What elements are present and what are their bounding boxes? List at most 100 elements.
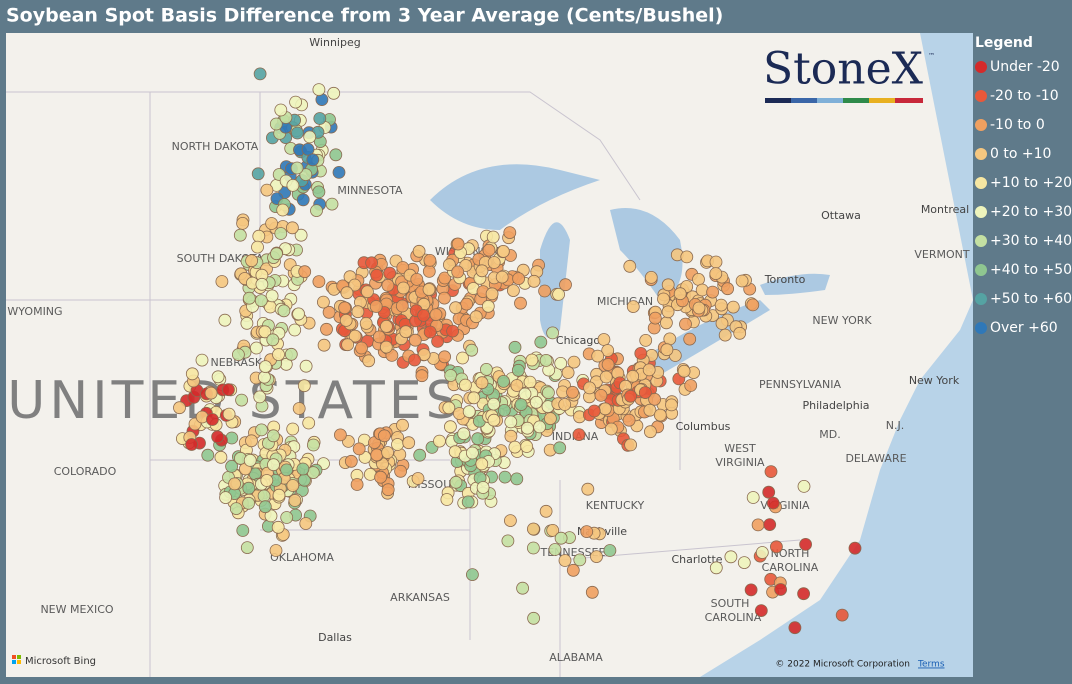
basis-dot [333,428,347,442]
basis-dot [423,325,437,339]
basis-dot [290,126,304,140]
basis-dot [529,395,543,409]
basis-dot [348,329,362,343]
basis-dot [269,117,283,131]
basis-dot [316,295,330,309]
basis-dot [286,479,300,492]
basis-dot [653,408,667,422]
basis-dot [251,240,264,254]
basis-dot [558,554,572,567]
basis-dot [533,420,546,434]
map-label: OKLAHOMA [270,551,334,564]
basis-dot [460,297,474,311]
basis-dot [511,363,525,377]
basis-dot [412,244,426,258]
basis-dot [245,254,259,268]
basis-dot [604,422,618,436]
basis-dot [744,583,758,597]
page-title: Soybean Spot Basis Difference from 3 Yea… [6,5,723,27]
basis-dot [603,544,617,557]
basis-dot [381,483,395,497]
basis-dot [312,83,326,96]
map-label: NEW YORK [812,314,872,327]
basis-dot [754,604,768,617]
basis-dot [544,412,557,426]
basis-dot [695,283,709,297]
basis-dot [626,300,640,314]
basis-dot [546,524,560,537]
legend-label: Over +60 [990,320,1058,336]
basis-dot [508,440,522,454]
map-label: MD. [819,428,840,441]
basis-dot [394,464,408,478]
basis-dot [255,277,269,291]
basis-dot [396,418,409,432]
legend-label: +30 to +40 [990,233,1072,249]
basis-dot [288,494,302,507]
basis-dot [225,459,239,473]
basis-dot [288,323,302,337]
basis-dot [265,217,279,230]
basis-dot [332,165,346,179]
basis-dot [481,299,495,313]
basis-dot [260,474,274,487]
basis-dot [351,305,365,319]
basis-dot [449,301,463,315]
basis-dot [438,271,452,285]
basis-dot [534,335,548,349]
basis-dot [301,142,315,156]
map-label: Dallas [318,631,352,644]
basis-dot [762,485,776,499]
basis-dot [485,287,499,301]
basis-dot [733,326,747,340]
basis-dot [527,611,540,625]
basis-dot [185,438,199,451]
legend-swatch [975,61,987,73]
map-label: NEBRASKA [211,356,270,369]
basis-dot [312,185,326,199]
basis-dot [350,478,364,491]
basis-dot [269,544,283,557]
basis-dot [709,267,723,281]
basis-dot [566,563,580,577]
basis-dot [383,266,397,280]
basis-dot [657,292,670,306]
basis-dot [340,286,354,300]
basis-dot [444,369,458,382]
basis-dot [487,413,501,427]
basis-dot [598,402,612,416]
logo-bar [843,98,869,103]
basis-dot [423,253,437,267]
basis-dot [465,343,479,357]
logo-bar [791,98,817,103]
lake-superior [430,164,600,230]
basis-dot [495,270,509,284]
basis-dot [638,386,652,400]
basis-dot [292,307,306,321]
terms-link[interactable]: Terms [917,660,945,670]
basis-dot [446,324,460,338]
logo-bar [895,98,923,103]
map-label: Winnipeg [309,36,360,49]
basis-dot [399,325,413,339]
basis-dot [465,446,479,460]
basis-dot [229,502,243,516]
basis-dot [218,313,232,327]
basis-dot [299,168,313,182]
basis-dot [599,370,613,384]
basis-dot [255,423,268,437]
basis-dot [352,442,366,456]
basis-dot [673,287,687,301]
ocean [700,33,973,677]
basis-dot [306,153,320,167]
basis-dot [623,259,637,273]
basis-dot [597,333,611,346]
basis-dot [231,348,245,362]
basis-dot [359,316,373,330]
basis-dot [211,370,225,384]
basis-dot [408,333,422,347]
basis-dot [718,328,732,342]
basis-dot [487,256,501,269]
basis-dot [465,568,479,581]
